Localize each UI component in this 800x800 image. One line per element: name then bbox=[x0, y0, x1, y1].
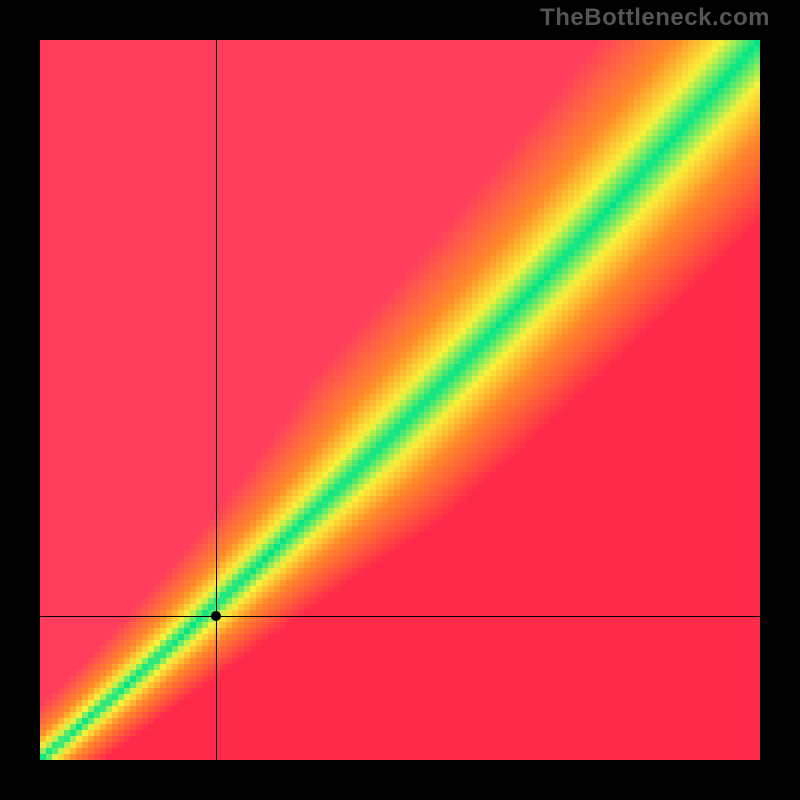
crosshair-vertical bbox=[216, 40, 217, 760]
marker-dot bbox=[211, 611, 221, 621]
chart-container: TheBottleneck.com bbox=[0, 0, 800, 800]
heatmap-chart bbox=[40, 40, 760, 760]
crosshair-horizontal bbox=[40, 616, 760, 617]
heatmap-canvas bbox=[40, 40, 760, 760]
watermark-text: TheBottleneck.com bbox=[540, 4, 770, 32]
